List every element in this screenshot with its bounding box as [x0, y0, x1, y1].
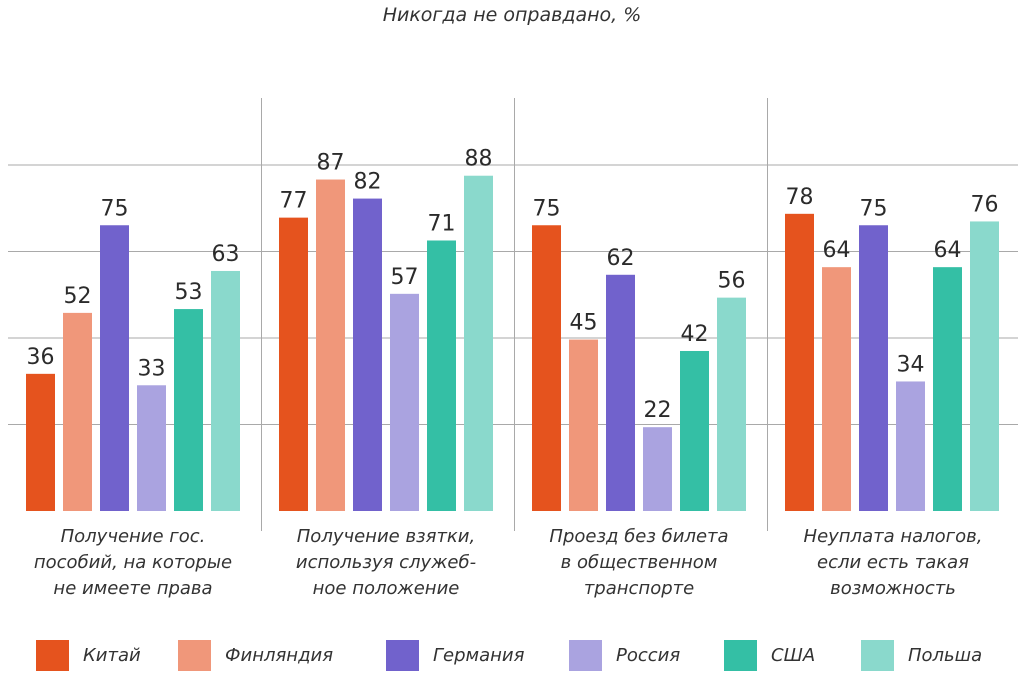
- bar: [427, 240, 456, 512]
- bar: [933, 267, 962, 511]
- data-label: 36: [27, 345, 55, 370]
- bar: [785, 213, 814, 511]
- bar: [569, 339, 598, 511]
- data-label: 52: [64, 284, 92, 309]
- data-label: 34: [897, 352, 925, 377]
- legend-label: Россия: [616, 644, 681, 666]
- legend-swatch: [178, 639, 211, 671]
- bar: [859, 225, 888, 511]
- data-label: 42: [681, 322, 709, 347]
- legend-item-germany: Германия: [386, 638, 524, 672]
- legend-label: Германия: [433, 644, 525, 666]
- legend: Китай Финляндия Германия Россия США Поль…: [0, 638, 1024, 672]
- legend-label: Финляндия: [225, 644, 334, 666]
- bar: [970, 221, 999, 511]
- category-label-line: ное положение: [312, 578, 460, 599]
- data-label: 63: [212, 242, 240, 267]
- data-label: 76: [971, 192, 999, 217]
- category-label-2: Проезд без билета в общественном транспо…: [519, 524, 759, 602]
- category-label-line: не имеете права: [53, 578, 213, 599]
- legend-swatch: [36, 639, 69, 671]
- bar: [353, 198, 382, 511]
- bar: [279, 217, 308, 511]
- data-label: 75: [533, 196, 561, 221]
- data-label: 77: [280, 189, 308, 214]
- legend-swatch: [861, 639, 894, 671]
- bar: [680, 350, 709, 511]
- legend-item-poland: Польша: [861, 638, 982, 672]
- legend-item-china: Китай: [36, 638, 141, 672]
- data-label: 62: [607, 246, 635, 271]
- legend-swatch: [724, 639, 757, 671]
- data-label: 57: [391, 265, 419, 290]
- legend-swatch: [569, 639, 602, 671]
- category-label-line: если есть такая: [817, 552, 969, 573]
- bar: [316, 179, 345, 511]
- legend-item-finland: Финляндия: [178, 638, 333, 672]
- legend-item-usa: США: [724, 638, 815, 672]
- data-label: 53: [175, 280, 203, 305]
- category-label-line: используя служеб-: [295, 552, 477, 573]
- data-label: 75: [860, 196, 888, 221]
- bar: [822, 267, 851, 511]
- bar: [532, 225, 561, 511]
- legend-swatch: [386, 639, 419, 671]
- data-label: 75: [101, 196, 129, 221]
- category-label-line: Получение взятки,: [296, 526, 476, 547]
- category-label-3: Неуплата налогов, если есть такая возмож…: [773, 524, 1013, 602]
- data-label: 64: [934, 238, 962, 263]
- data-label: 64: [823, 238, 851, 263]
- bar: [100, 225, 129, 511]
- legend-label: США: [771, 644, 816, 666]
- legend-label: Китай: [83, 644, 141, 666]
- chart-title: Никогда не оправдано, %: [382, 4, 642, 26]
- bar: [896, 381, 925, 511]
- category-label-line: Неуплата налогов,: [803, 526, 983, 547]
- category-label-line: Получение гос.: [60, 526, 206, 547]
- legend-label: Польша: [908, 644, 983, 666]
- bar: [717, 297, 746, 511]
- data-label: 82: [354, 170, 382, 195]
- bar: [211, 270, 240, 511]
- category-label-line: пособий, на которые: [33, 552, 233, 573]
- bar: [606, 274, 635, 511]
- data-label: 78: [786, 185, 814, 210]
- bar: [63, 312, 92, 511]
- bar: [174, 309, 203, 511]
- category-label-0: Получение гос. пособий, на которые не им…: [13, 524, 253, 602]
- category-label-line: в общественном: [560, 552, 718, 573]
- data-label: 22: [644, 398, 672, 423]
- data-label: 45: [570, 311, 598, 336]
- category-label-line: транспорте: [583, 578, 695, 599]
- data-label: 87: [317, 151, 345, 176]
- category-label-line: Проезд без билета: [549, 526, 729, 547]
- legend-item-russia: Россия: [569, 638, 680, 672]
- bar: [464, 175, 493, 511]
- bar: [137, 385, 166, 511]
- data-label: 33: [138, 356, 166, 381]
- category-label-line: возможность: [830, 578, 956, 599]
- data-label: 88: [465, 147, 493, 172]
- bar: [26, 373, 55, 511]
- category-label-1: Получение взятки, используя служеб- ное …: [266, 524, 506, 602]
- bar: [390, 293, 419, 511]
- bar: [643, 427, 672, 511]
- data-label: 71: [428, 211, 456, 236]
- data-label: 56: [718, 269, 746, 294]
